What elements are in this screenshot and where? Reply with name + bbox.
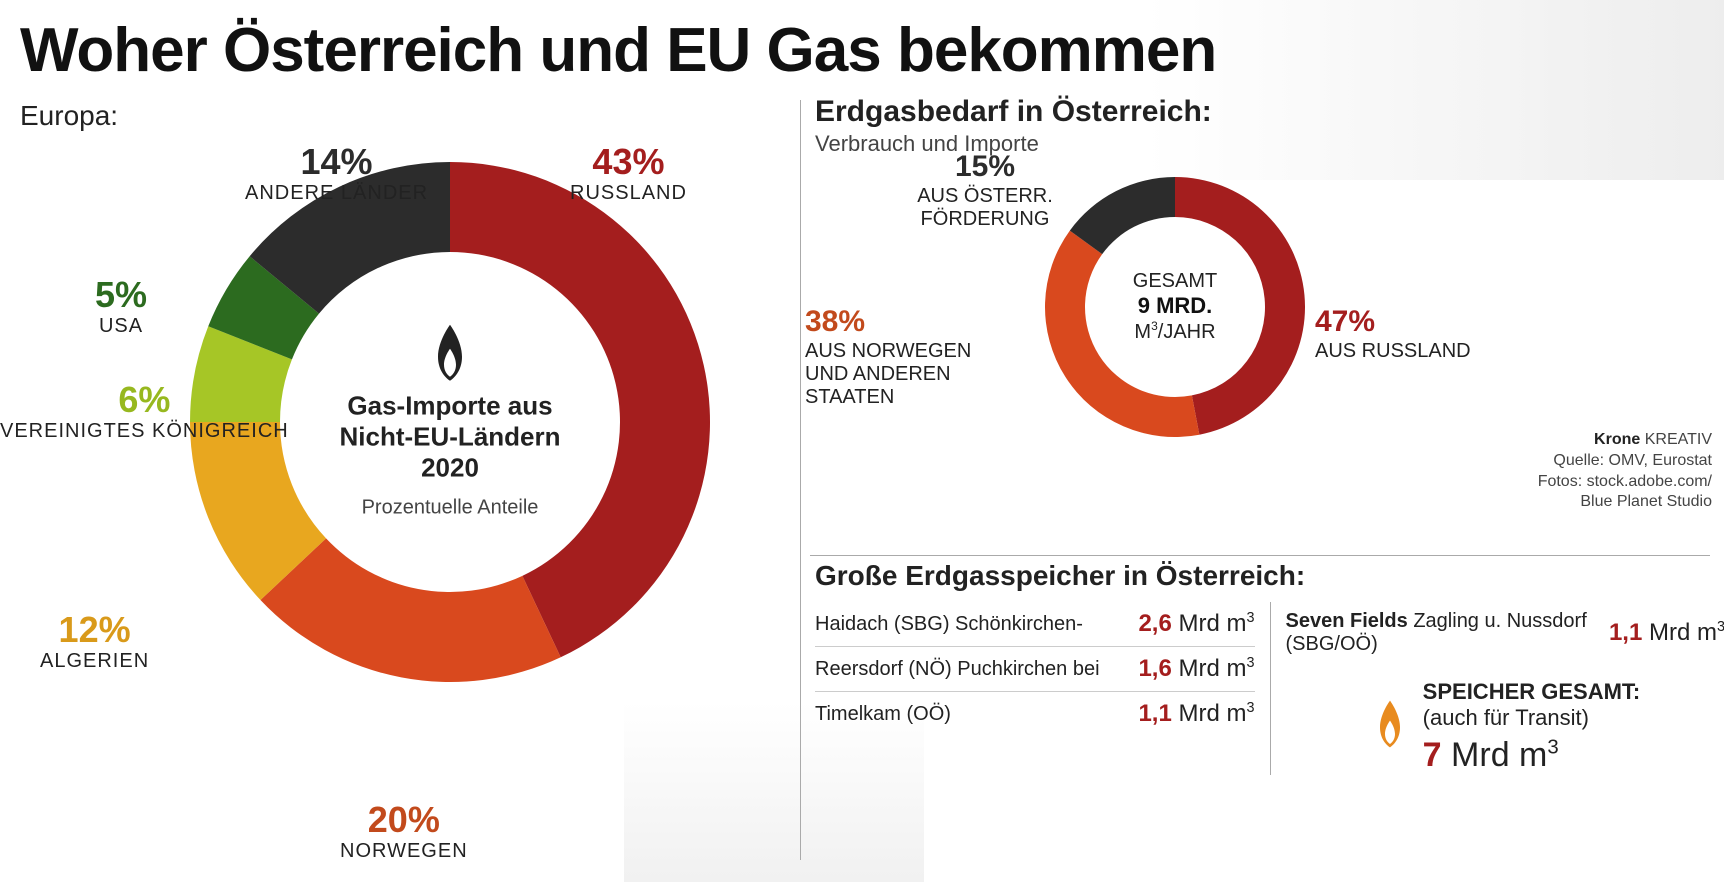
segment-name: NORWEGEN — [340, 840, 468, 862]
segment-label: 12%ALGERIEN — [40, 610, 149, 672]
storage-name: Seven Fields Zagling u. Nussdorf (SBG/OÖ… — [1286, 610, 1609, 656]
credits-brand-sub: KREATIV — [1640, 431, 1712, 448]
credits-photo-2: Blue Planet Studio — [1452, 492, 1712, 513]
storage-value: 2,6 Mrd m3 — [1138, 610, 1254, 638]
segment-name: RUSSLAND — [570, 182, 687, 204]
segment-label: 6%VEREINIGTES KÖNIGREICH — [0, 380, 289, 442]
austria-center-l3: M3/JAHR — [1105, 319, 1245, 344]
donut-segment — [260, 538, 560, 682]
segment-percent: 6% — [0, 380, 289, 420]
segment-percent: 20% — [340, 800, 468, 840]
segment-name: AUS RUSSLAND — [1315, 340, 1515, 363]
segment-percent: 5% — [95, 275, 147, 315]
storage-row: Haidach (SBG) Schönkirchen- 2,6 Mrd m3 — [815, 602, 1255, 647]
flame-icon — [426, 325, 474, 381]
austria-segment-label: 15%AUS ÖSTERR. FÖRDERUNG — [885, 150, 1085, 231]
storage-column-left: Haidach (SBG) Schönkirchen- 2,6 Mrd m3Re… — [815, 602, 1271, 775]
europe-heading: Europa: — [20, 100, 790, 132]
segment-name: USA — [95, 315, 147, 337]
storage-total-value: 7 Mrd m3 — [1423, 736, 1641, 775]
vertical-divider — [800, 100, 801, 860]
segment-name: AUS NORWEGEN UND ANDEREN STAATEN — [805, 340, 1005, 409]
flame-icon — [1370, 700, 1410, 753]
austria-center-l2: 9 MRD. — [1105, 293, 1245, 319]
storage-column-right: Seven Fields Zagling u. Nussdorf (SBG/OÖ… — [1271, 602, 1724, 775]
segment-label: 20%NORWEGEN — [340, 800, 468, 862]
segment-percent: 43% — [570, 142, 687, 182]
austria-donut-center: GESAMT 9 MRD. M3/JAHR — [1105, 270, 1245, 344]
segment-percent: 12% — [40, 610, 149, 650]
europe-donut-center: Gas-Importe aus Nicht-EU-Ländern 2020 Pr… — [315, 325, 585, 520]
austria-segment-label: 38%AUS NORWEGEN UND ANDEREN STAATEN — [805, 305, 1005, 409]
storage-value: 1,1 Mrd m3 — [1138, 700, 1254, 728]
europe-chart-section: Europa: Gas-Importe aus Nicht-EU-Ländern… — [20, 100, 790, 880]
segment-name: VEREINIGTES KÖNIGREICH — [0, 420, 289, 442]
austria-center-l1: GESAMT — [1105, 270, 1245, 293]
storage-total-label-1: SPEICHER GESAMT: — [1423, 679, 1641, 705]
europe-center-title: Gas-Importe aus Nicht-EU-Ländern 2020 — [315, 391, 585, 485]
segment-percent: 38% — [805, 305, 1005, 340]
segment-percent: 15% — [885, 150, 1085, 185]
segment-label: 14%ANDERE LÄNDER — [245, 142, 428, 204]
segment-percent: 47% — [1315, 305, 1515, 340]
storage-name: Reersdorf (NÖ) Puchkirchen bei — [815, 658, 1100, 681]
storage-section: Große Erdgasspeicher in Österreich: Haid… — [815, 560, 1724, 775]
credits: Krone KREATIV Quelle: OMV, Eurostat Foto… — [1452, 430, 1712, 513]
credits-source: Quelle: OMV, Eurostat — [1452, 451, 1712, 472]
storage-heading: Große Erdgasspeicher in Österreich: — [815, 560, 1724, 592]
storage-total-label-2: (auch für Transit) — [1423, 705, 1641, 731]
austria-heading: Erdgasbedarf in Österreich: — [815, 95, 1535, 129]
page-title: Woher Österreich und EU Gas bekommen — [20, 15, 1216, 86]
segment-label: 43%RUSSLAND — [570, 142, 687, 204]
storage-value: 1,1 Mrd m3 — [1609, 619, 1724, 647]
horizontal-divider — [810, 555, 1710, 556]
segment-label: 5%USA — [95, 275, 147, 337]
segment-name: ANDERE LÄNDER — [245, 182, 428, 204]
storage-row: Seven Fields Zagling u. Nussdorf (SBG/OÖ… — [1286, 602, 1724, 664]
storage-row: Timelkam (OÖ) 1,1 Mrd m3 — [815, 692, 1255, 736]
segment-name: ALGERIEN — [40, 650, 149, 672]
credits-brand: Krone — [1594, 431, 1640, 448]
storage-value: 1,6 Mrd m3 — [1138, 655, 1254, 683]
segment-percent: 14% — [245, 142, 428, 182]
storage-row: Reersdorf (NÖ) Puchkirchen bei 1,6 Mrd m… — [815, 647, 1255, 692]
austria-segment-label: 47%AUS RUSSLAND — [1315, 305, 1515, 363]
storage-total: SPEICHER GESAMT: (auch für Transit) 7 Mr… — [1286, 679, 1724, 775]
segment-name: AUS ÖSTERR. FÖRDERUNG — [885, 185, 1085, 231]
storage-name: Timelkam (OÖ) — [815, 703, 951, 726]
austria-section: Erdgasbedarf in Österreich: Verbrauch un… — [815, 95, 1535, 437]
europe-center-sub: Prozentuelle Anteile — [315, 496, 585, 519]
credits-photo-1: Fotos: stock.adobe.com/ — [1452, 472, 1712, 493]
storage-name: Haidach (SBG) Schönkirchen- — [815, 613, 1083, 636]
